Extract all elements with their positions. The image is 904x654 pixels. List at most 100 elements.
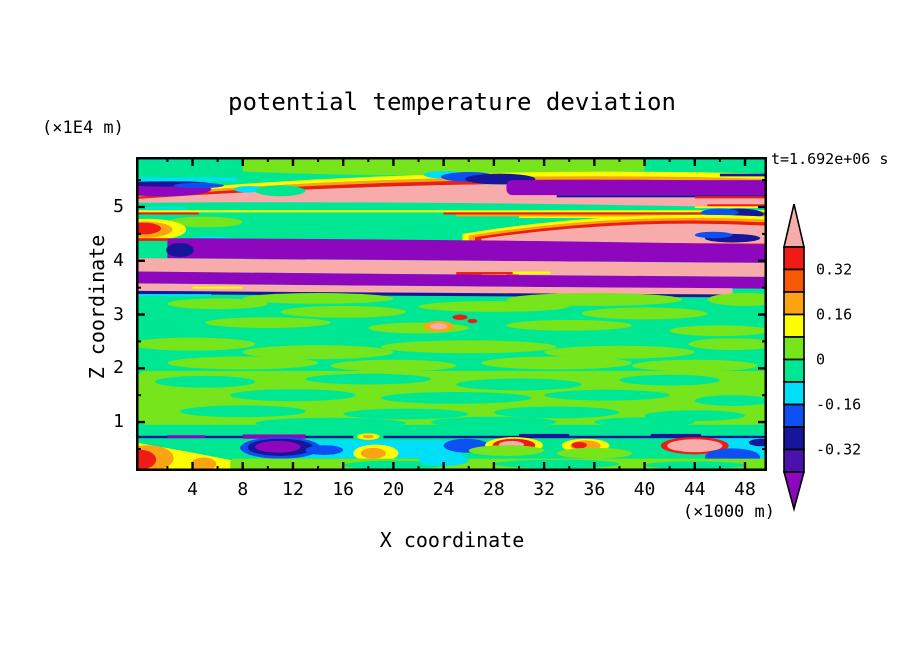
colorbar-segment <box>783 448 805 473</box>
field-shape <box>452 314 468 320</box>
field-shape <box>362 434 374 439</box>
field-shape <box>305 445 344 455</box>
field-shape <box>571 441 587 449</box>
field-shape <box>242 293 394 304</box>
field-shape <box>694 206 767 209</box>
field-shape <box>468 445 545 456</box>
field-shape <box>136 238 168 241</box>
field-shape <box>167 356 319 370</box>
field-shape <box>136 258 767 277</box>
field-shape <box>467 318 478 324</box>
field-shape <box>360 447 386 459</box>
y-tick-label: 4 <box>113 249 124 271</box>
field-shape <box>136 207 187 210</box>
field-shape <box>506 293 683 306</box>
field-shape <box>431 416 557 428</box>
field-shape <box>556 195 767 198</box>
field-shape <box>506 180 767 196</box>
field-shape <box>581 307 708 320</box>
field-shape <box>701 208 739 217</box>
x-tick-label: 40 <box>633 479 656 500</box>
field-shape <box>368 322 469 334</box>
x-axis-unit-label: (×1000 m) <box>682 502 775 522</box>
field-shape <box>632 359 758 372</box>
field-shape <box>230 389 356 402</box>
field-shape <box>518 216 670 219</box>
field-shape <box>619 374 720 386</box>
field-shape <box>136 271 767 289</box>
field-shape <box>136 435 767 439</box>
field-shape <box>330 359 457 372</box>
y-tick-label: 3 <box>113 303 124 325</box>
field-shape <box>669 325 767 337</box>
x-tick-label: 8 <box>237 479 249 500</box>
colorbar: 0.32 0.16 0 -0.16 -0.32 <box>782 203 861 513</box>
field-shape <box>255 185 306 197</box>
field-shape <box>544 389 670 401</box>
field-shape <box>481 356 633 370</box>
x-tick-label: 32 <box>533 479 555 500</box>
field-shape <box>707 293 767 306</box>
field-shape <box>173 182 224 189</box>
field-shape <box>179 405 306 418</box>
field-shape <box>518 433 570 437</box>
field-shape <box>380 340 557 354</box>
field-shape <box>707 204 767 207</box>
x-tick-label: 12 <box>282 479 304 500</box>
colorbar-segment <box>783 358 805 383</box>
field-shape <box>493 406 620 419</box>
field-shape <box>694 196 767 199</box>
field-shape <box>305 373 432 385</box>
x-tick-label: 4 <box>187 479 198 500</box>
x-tick-label: 20 <box>382 479 405 500</box>
field-shape <box>167 238 767 263</box>
field-shape <box>192 286 243 289</box>
x-tick-label: 24 <box>432 479 455 500</box>
field-shape <box>688 338 767 351</box>
field-shape <box>694 231 733 239</box>
colorbar-segment <box>783 426 805 451</box>
colorbar-segment <box>783 336 805 361</box>
field-shape <box>380 391 532 404</box>
field-shape <box>456 272 519 275</box>
colorbar-segment <box>783 246 805 271</box>
field-shape <box>136 212 199 215</box>
y-tick-label: 1 <box>113 411 124 433</box>
colorbar-segment <box>783 381 805 406</box>
field-shape <box>255 417 406 429</box>
x-tick-label: 36 <box>583 479 606 500</box>
field-shape <box>667 439 723 453</box>
field-shape <box>191 457 217 471</box>
field-shape <box>166 243 194 258</box>
contour-plot <box>136 157 767 471</box>
colorbar-segment <box>783 403 805 428</box>
field-shape <box>242 434 306 439</box>
field-shape <box>429 323 448 330</box>
colorbar-label: 0.32 <box>816 261 852 279</box>
colorbar-segment <box>783 313 805 338</box>
field-shape <box>154 375 256 388</box>
field-shape <box>136 283 733 295</box>
x-tick-label: 16 <box>332 479 355 500</box>
colorbar-label: -0.16 <box>816 396 861 414</box>
colorbar-arrow-top <box>782 203 806 248</box>
x-tick-label: 28 <box>483 479 505 500</box>
field-shape <box>136 177 237 182</box>
field-shape <box>481 223 767 244</box>
field-shape <box>493 459 620 469</box>
field-shape <box>544 345 695 359</box>
field-shape <box>136 222 162 235</box>
field-shape <box>418 453 469 467</box>
field-shape <box>255 440 301 453</box>
colorbar-label: -0.32 <box>816 441 861 459</box>
time-annotation: t=1.692e+06 s <box>771 150 889 168</box>
field-shape <box>280 305 406 318</box>
field-shape <box>167 298 268 310</box>
field-shape <box>556 447 633 459</box>
field-shape <box>443 212 767 215</box>
field-shape <box>136 294 212 297</box>
colorbar-label: 0 <box>816 351 825 369</box>
field-shape <box>748 438 767 447</box>
plot-border <box>136 157 767 471</box>
field-shape <box>167 435 206 438</box>
